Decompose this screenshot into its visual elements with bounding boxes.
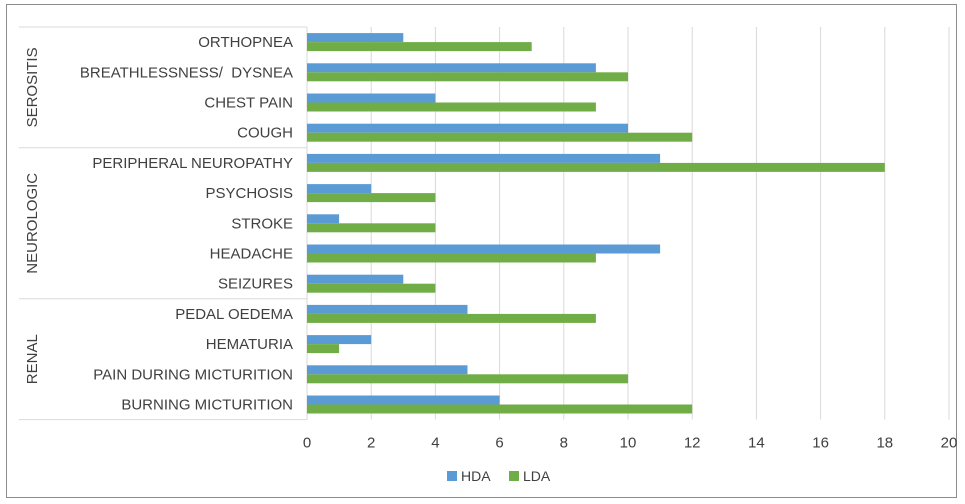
x-tick-label-18: 18 bbox=[876, 435, 893, 452]
x-tick-label-2: 2 bbox=[367, 435, 375, 452]
x-tick-label-8: 8 bbox=[560, 435, 568, 452]
x-tick-label-20: 20 bbox=[941, 435, 958, 452]
category-label-chest-pain: CHEST PAIN bbox=[204, 95, 293, 112]
bar-hda-stroke bbox=[307, 214, 340, 224]
bar-lda-chest-pain bbox=[307, 102, 596, 112]
bar-lda-pedal-oedema bbox=[307, 313, 596, 323]
category-label-stroke: STROKE bbox=[231, 215, 293, 232]
bar-hda-pedal-oedema bbox=[307, 304, 468, 314]
bar-lda-pain-during-micturition bbox=[307, 374, 628, 384]
bar-chart: ORTHOPNEA BREATHLESSNESS/ DYSNEA CHEST PAI… bbox=[19, 26, 958, 484]
category-label-burning-micturition: BURNING MICTURITION bbox=[121, 397, 293, 414]
x-tick-label-12: 12 bbox=[684, 435, 701, 452]
bar-hda-orthopnea bbox=[307, 33, 404, 43]
bar-lda-cough bbox=[307, 132, 693, 142]
bar-hda-peripheral-neuropathy bbox=[307, 153, 661, 163]
x-tick-label-14: 14 bbox=[748, 435, 765, 452]
bar-hda-burning-micturition bbox=[307, 395, 500, 405]
category-label-orthopnea: ORTHOPNEA bbox=[198, 34, 293, 51]
x-tick-label-0: 0 bbox=[303, 435, 311, 452]
bar-hda-hematuria bbox=[307, 335, 372, 345]
category-label-breathlessness-dysnea: BREATHLESSNESS/ DYSNEA bbox=[80, 64, 293, 81]
bar-lda-psychosis bbox=[307, 193, 436, 203]
bar-hda-breathlessness-dysnea bbox=[307, 63, 596, 73]
bar-lda-headache bbox=[307, 253, 596, 263]
category-label-hematuria: HEMATURIA bbox=[206, 336, 293, 353]
bar-lda-hematuria bbox=[307, 344, 340, 354]
category-label-cough: COUGH bbox=[237, 125, 293, 142]
bar-lda-peripheral-neuropathy bbox=[307, 162, 885, 172]
bar-hda-pain-during-micturition bbox=[307, 365, 468, 375]
x-tick-label-4: 4 bbox=[431, 435, 439, 452]
group-label-serositis: SEROSITIS bbox=[24, 47, 41, 127]
bar-hda-cough bbox=[307, 123, 628, 133]
legend-swatch-lda bbox=[509, 471, 519, 481]
legend-swatch-hda bbox=[447, 471, 457, 481]
legend-label-lda: LDA bbox=[523, 468, 551, 484]
bar-lda-breathlessness-dysnea bbox=[307, 72, 628, 82]
category-label-seizures: SEIZURES bbox=[218, 276, 293, 293]
bar-lda-orthopnea bbox=[307, 42, 532, 52]
bar-lda-seizures bbox=[307, 283, 436, 293]
category-label-headache: HEADACHE bbox=[210, 246, 293, 263]
chart-frame: ORTHOPNEA BREATHLESSNESS/ DYSNEA CHEST PAI… bbox=[6, 4, 957, 498]
category-label-psychosis: PSYCHOSIS bbox=[205, 185, 293, 202]
bar-hda-seizures bbox=[307, 274, 404, 284]
bar-lda-stroke bbox=[307, 223, 436, 233]
group-label-neurologic: NEUROLOGIC bbox=[24, 173, 41, 274]
x-tick-label-6: 6 bbox=[495, 435, 503, 452]
bar-hda-headache bbox=[307, 244, 661, 254]
category-label-pain-during-micturition: PAIN DURING MICTURITION bbox=[93, 366, 293, 383]
x-tick-label-10: 10 bbox=[620, 435, 637, 452]
group-label-renal: RENAL bbox=[24, 334, 41, 384]
category-label-pedal-oedema: PEDAL OEDEMA bbox=[175, 306, 293, 323]
category-label-peripheral-neuropathy: PERIPHERAL NEUROPATHY bbox=[92, 155, 293, 172]
bar-hda-psychosis bbox=[307, 184, 372, 194]
x-tick-label-16: 16 bbox=[812, 435, 829, 452]
bar-lda-burning-micturition bbox=[307, 404, 693, 414]
legend-label-hda: HDA bbox=[461, 468, 491, 484]
bar-hda-chest-pain bbox=[307, 93, 436, 103]
